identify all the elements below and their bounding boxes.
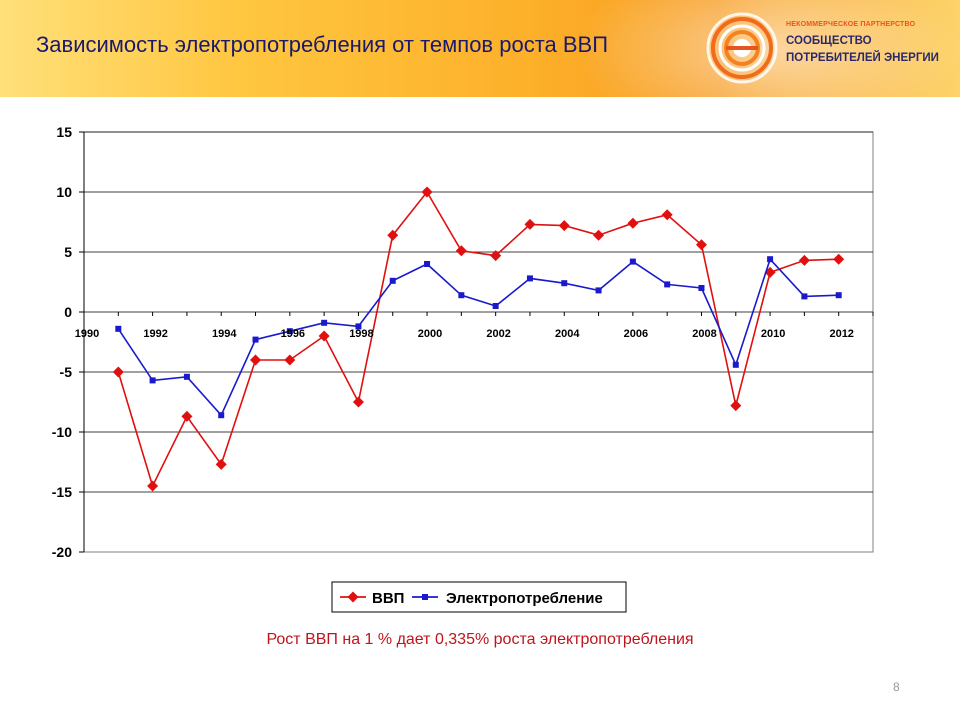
x-tick-label: 2004 xyxy=(555,328,580,340)
gdp-point xyxy=(593,229,605,241)
x-tick-label: 2012 xyxy=(829,328,853,340)
y-tick-label: -5 xyxy=(60,364,73,380)
org-name-line2: ПОТРЕБИТЕЛЕЙ ЭНЕРГИИ xyxy=(786,52,939,64)
power-point xyxy=(629,258,636,265)
org-name-line1: СООБЩЕСТВО xyxy=(786,35,872,47)
power-point xyxy=(389,277,396,284)
gdp-point xyxy=(421,186,433,198)
gdp-point xyxy=(490,250,502,262)
x-tick-label: 1998 xyxy=(349,328,373,340)
power-point xyxy=(767,256,774,263)
gdp-point xyxy=(284,354,296,366)
gdp-point xyxy=(798,254,810,266)
power-point xyxy=(115,325,122,332)
gdp-point xyxy=(318,330,330,342)
legend-marker-gdp xyxy=(347,591,359,603)
y-tick-label: 0 xyxy=(64,304,72,320)
power-point xyxy=(183,373,190,380)
line-chart: 15 10 5 0 -5 -10 -15 -20 1990 1992 1994 1996 1998 200… xyxy=(52,124,874,613)
gdp-point xyxy=(558,220,570,232)
power-point xyxy=(595,287,602,294)
gdp-point xyxy=(455,245,467,257)
y-tick-label: -10 xyxy=(52,424,72,440)
x-tick-label: 2010 xyxy=(761,328,785,340)
gdp-point xyxy=(695,239,707,251)
power-point xyxy=(835,292,842,299)
org-small-caption: НЕКОММЕРЧЕСКОЕ ПАРТНЕРСТВО xyxy=(786,21,916,28)
power-point xyxy=(492,303,499,309)
legend-marker-power xyxy=(422,594,428,600)
power-point xyxy=(526,275,533,282)
power-point xyxy=(561,280,568,287)
power-point xyxy=(424,261,431,267)
gdp-point xyxy=(181,410,193,422)
power-point xyxy=(321,319,328,326)
legend-label-power: Электропотребление xyxy=(446,590,603,607)
y-tick-label: 10 xyxy=(56,184,72,200)
page-number: 8 xyxy=(893,680,900,694)
gdp-point xyxy=(524,218,536,230)
gdp-point xyxy=(215,458,227,470)
x-tick-label: 2008 xyxy=(692,328,716,340)
power-point xyxy=(286,328,293,335)
power-point xyxy=(801,293,808,300)
x-tick-label: 2002 xyxy=(486,328,510,340)
gdp-point xyxy=(627,217,639,229)
slide-header xyxy=(0,0,960,97)
gdp-point xyxy=(147,480,159,492)
plot-area xyxy=(83,131,874,553)
power-point xyxy=(218,412,225,419)
x-tick-label: 2006 xyxy=(624,328,648,340)
power-point xyxy=(732,361,739,368)
power-point xyxy=(149,377,156,384)
power-point xyxy=(458,292,465,299)
slide-title: Зависимость электропотребления от темпов… xyxy=(36,32,609,57)
gdp-point xyxy=(112,366,124,378)
gdp-point xyxy=(352,396,364,408)
power-point xyxy=(664,281,671,288)
chart-caption: Рост ВВП на 1 % дает 0,335% роста электр… xyxy=(266,631,694,648)
series-line-power xyxy=(117,257,839,417)
y-tick-label: -15 xyxy=(52,484,72,500)
energy-ring-logo-icon xyxy=(706,12,778,84)
power-point xyxy=(252,336,259,343)
gdp-point xyxy=(250,354,262,366)
gdp-point xyxy=(661,209,673,221)
power-point xyxy=(698,285,705,291)
y-tick-label: 5 xyxy=(64,244,72,260)
legend-box xyxy=(331,581,627,613)
legend-label-gdp: ВВП xyxy=(372,590,404,607)
x-tick-label: 1996 xyxy=(281,328,305,340)
y-tick-label: 15 xyxy=(56,124,72,140)
gdp-point xyxy=(387,229,399,241)
x-tick-label: 2000 xyxy=(418,328,442,340)
header-glow xyxy=(560,0,960,97)
gdp-point xyxy=(833,253,845,265)
gdp-point xyxy=(730,400,742,412)
x-tick-label: 1994 xyxy=(212,328,237,340)
x-tick-label: 1992 xyxy=(143,328,167,340)
x-tick-label: 1990 xyxy=(75,328,99,340)
y-tick-label: -20 xyxy=(52,544,72,560)
power-point xyxy=(355,323,362,330)
